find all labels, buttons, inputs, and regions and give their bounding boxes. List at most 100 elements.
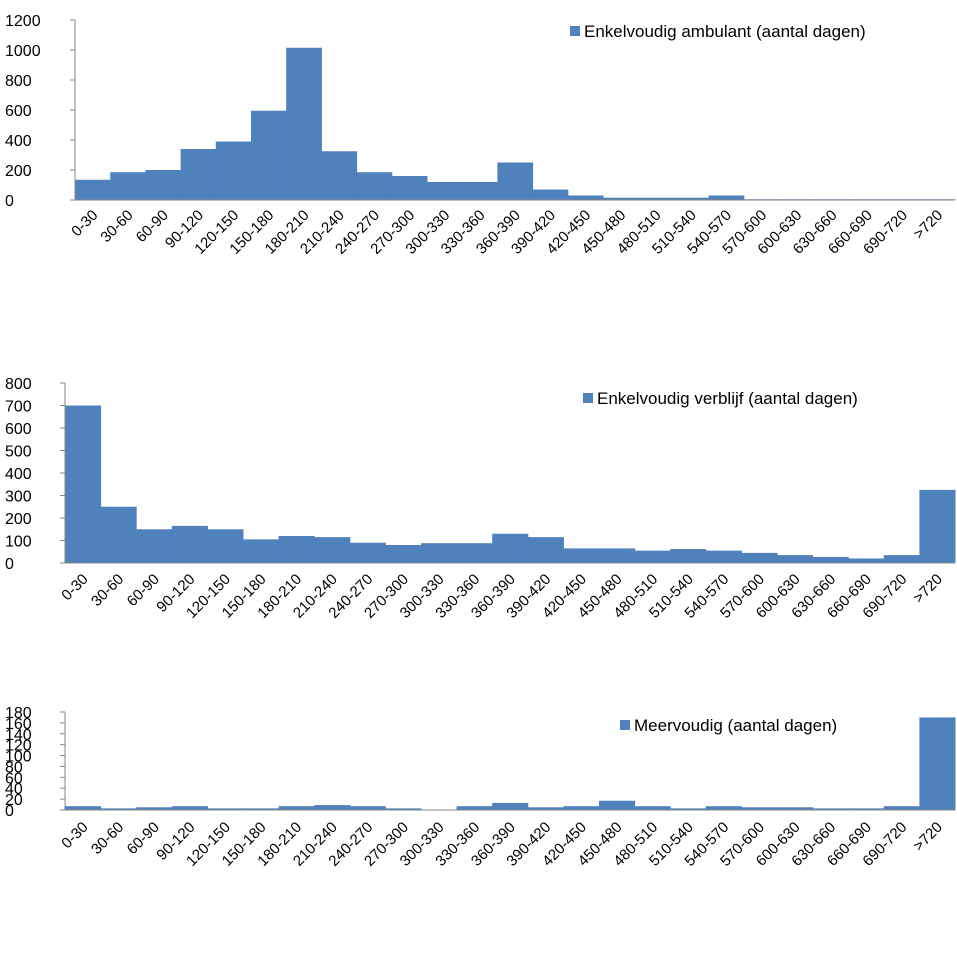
- bar: [527, 807, 564, 810]
- y-tick-label: 200: [5, 511, 32, 528]
- bar: [278, 806, 315, 810]
- bar: [634, 550, 671, 564]
- bar: [243, 808, 280, 810]
- y-tick-label: 200: [5, 163, 32, 180]
- bar: [427, 182, 463, 200]
- bar: [421, 543, 458, 563]
- bar: [136, 529, 173, 563]
- x-tick-label: >720: [910, 571, 946, 607]
- bar: [567, 195, 604, 200]
- bar: [349, 542, 386, 563]
- y-tick-label: 40: [5, 781, 23, 798]
- bar: [207, 808, 244, 810]
- x-tick-label: 0-30: [68, 207, 101, 240]
- bar: [100, 506, 137, 563]
- bar: [705, 806, 742, 810]
- y-tick-label: 500: [5, 444, 32, 461]
- legend-label: Enkelvoudig verblijf (aantal dagen): [597, 389, 858, 408]
- bar: [708, 195, 745, 200]
- y-tick-label: 20: [5, 792, 23, 809]
- bar: [321, 151, 358, 200]
- chart-1: 0200400600800100012000-3030-6060-9090-12…: [5, 13, 956, 258]
- bar: [883, 806, 920, 810]
- y-tick-label: 400: [5, 466, 32, 483]
- bar: [638, 197, 674, 200]
- y-tick-label: 800: [5, 376, 32, 393]
- bar: [777, 555, 814, 564]
- bar: [634, 806, 671, 810]
- legend-swatch: [583, 393, 593, 403]
- y-tick-label: 0: [5, 803, 14, 820]
- bar: [456, 543, 493, 563]
- y-tick-label: 800: [5, 73, 32, 90]
- bar: [673, 197, 710, 200]
- bar: [741, 807, 778, 810]
- y-tick-label: 100: [5, 534, 32, 551]
- x-tick-label: 0-30: [58, 819, 91, 852]
- bar: [110, 172, 146, 200]
- bar: [385, 545, 422, 563]
- bar: [848, 558, 885, 563]
- bar: [812, 808, 849, 810]
- bar: [848, 808, 885, 810]
- bar: [741, 552, 778, 564]
- legend-label: Meervoudig (aantal dagen): [634, 716, 837, 735]
- y-tick-label: 160: [5, 716, 32, 733]
- bar: [171, 806, 208, 810]
- bar: [278, 536, 315, 563]
- bar: [65, 405, 102, 563]
- bar: [705, 550, 742, 564]
- bar: [65, 806, 102, 810]
- chart-3: 0204060801001201401601800-3030-6060-9090…: [5, 705, 956, 870]
- x-tick-label: >720: [910, 819, 946, 855]
- bar: [145, 170, 182, 200]
- x-tick-label: >720: [910, 207, 946, 243]
- bar: [563, 806, 600, 810]
- legend-swatch: [570, 26, 580, 36]
- bar: [492, 802, 529, 810]
- bar: [314, 805, 351, 810]
- y-tick-label: 600: [5, 421, 32, 438]
- bar: [777, 807, 814, 810]
- bar: [136, 807, 173, 810]
- y-tick-label: 0: [5, 556, 14, 573]
- bar: [391, 176, 428, 200]
- bar: [527, 537, 564, 564]
- bar: [497, 162, 534, 200]
- bar: [603, 197, 639, 200]
- bar: [356, 172, 393, 200]
- bar: [812, 556, 849, 563]
- y-tick-label: 180: [5, 705, 32, 722]
- bar: [251, 110, 287, 200]
- x-tick-label: 0-30: [58, 571, 91, 604]
- y-tick-label: 0: [5, 193, 14, 210]
- bar: [243, 539, 280, 564]
- bar: [456, 806, 493, 810]
- bar: [100, 808, 137, 810]
- bar: [919, 717, 956, 810]
- y-tick-label: 1200: [5, 13, 41, 30]
- bar: [180, 149, 217, 200]
- bar: [171, 525, 208, 564]
- bar: [883, 555, 920, 564]
- bar: [599, 800, 636, 810]
- bar: [207, 529, 244, 563]
- bar: [215, 141, 252, 200]
- y-tick-label: 600: [5, 103, 32, 120]
- chart-2: 01002003004005006007008000-3030-6060-909…: [5, 376, 956, 622]
- y-tick-label: 120: [5, 738, 32, 755]
- bar: [75, 179, 111, 200]
- legend-label: Enkelvoudig ambulant (aantal dagen): [584, 22, 866, 41]
- bar: [532, 189, 569, 200]
- x-tick-label: 30-60: [88, 571, 127, 610]
- bar: [349, 806, 386, 810]
- x-tick-label: 30-60: [88, 819, 127, 858]
- y-tick-label: 60: [5, 770, 23, 787]
- y-tick-label: 300: [5, 489, 32, 506]
- legend-swatch: [620, 720, 630, 730]
- y-tick-label: 80: [5, 759, 23, 776]
- y-tick-label: 400: [5, 133, 32, 150]
- bar: [492, 533, 529, 563]
- y-tick-label: 140: [5, 727, 32, 744]
- bar: [286, 47, 322, 200]
